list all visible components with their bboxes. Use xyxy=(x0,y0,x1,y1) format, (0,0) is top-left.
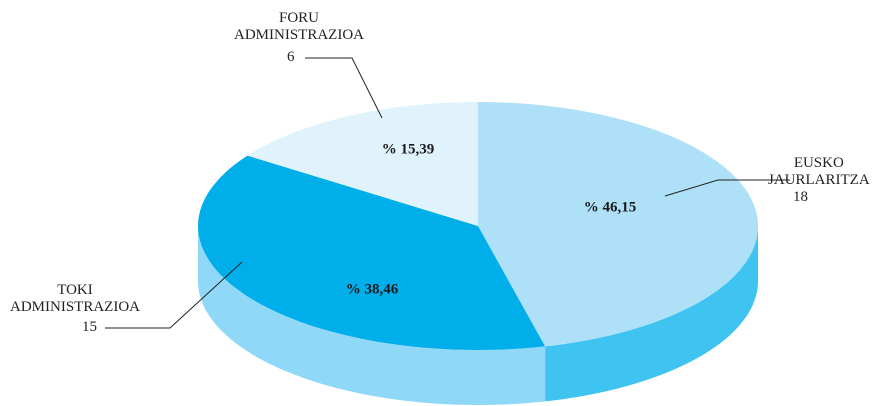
pct-label: % 46,15 xyxy=(584,199,637,215)
count-label: 6 xyxy=(287,49,295,65)
pie-slice xyxy=(478,102,758,347)
count-label: 18 xyxy=(793,189,808,205)
leader-line xyxy=(305,57,383,119)
pie-slice xyxy=(247,102,478,226)
pie-tops xyxy=(198,102,758,350)
category-label: FORU ADMINISTRAZIOA xyxy=(234,10,364,43)
pct-labels: % 46,15 % 38,46 % 15,39 xyxy=(346,141,637,297)
category-label: TOKI ADMINISTRAZIOA xyxy=(10,282,140,315)
count-label: 15 xyxy=(82,319,97,335)
pct-label: % 38,46 xyxy=(346,281,399,297)
leader-line xyxy=(664,179,790,197)
pct-label: % 15,39 xyxy=(382,141,435,157)
pie-side xyxy=(545,226,758,402)
leader-line xyxy=(105,261,243,329)
pie-slice xyxy=(198,155,546,350)
pie-side xyxy=(198,226,546,405)
category-label: EUSKO JAURLARITZA xyxy=(768,155,870,188)
pie-sides xyxy=(198,226,758,405)
